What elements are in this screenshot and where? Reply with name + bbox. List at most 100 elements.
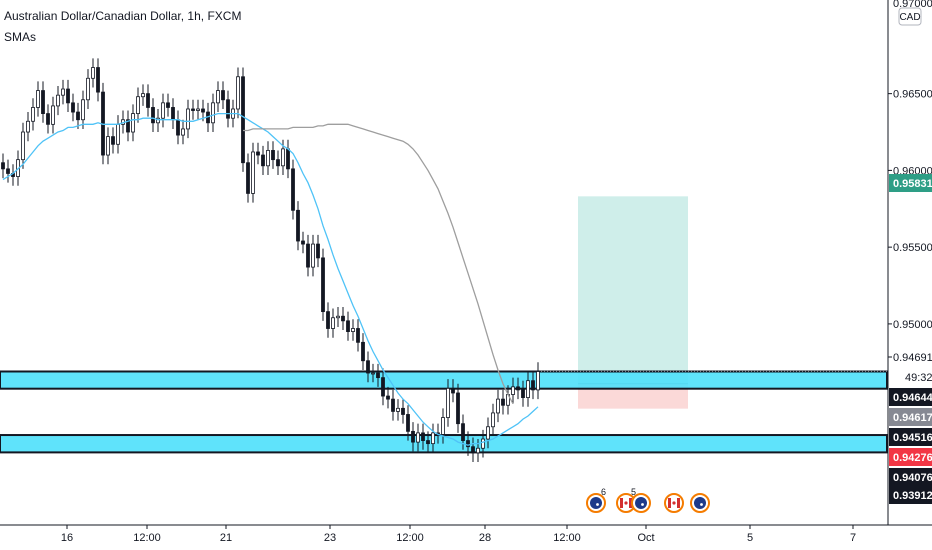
bar-countdown-label: 49:32 bbox=[905, 372, 932, 384]
candle-body bbox=[306, 243, 310, 268]
price-badge-label: 0.94644 bbox=[893, 392, 932, 404]
australia-flag-icon-star bbox=[596, 503, 599, 506]
candle-body bbox=[446, 387, 450, 418]
candle-body bbox=[211, 102, 215, 124]
candle-body bbox=[126, 119, 130, 133]
candle-body bbox=[96, 67, 100, 93]
candle-body bbox=[356, 328, 360, 343]
price-tick-label: 0.95000 bbox=[893, 319, 932, 331]
candle-body bbox=[381, 377, 385, 397]
candle-body bbox=[256, 151, 260, 156]
candle-body bbox=[51, 105, 55, 125]
candle-body bbox=[156, 117, 160, 124]
time-tick-label: Oct bbox=[637, 532, 654, 544]
candle-body bbox=[396, 407, 400, 412]
candle-body bbox=[331, 317, 335, 329]
candle-body bbox=[236, 76, 240, 110]
candle-body bbox=[346, 320, 350, 332]
canada-flag-icon-leaf bbox=[624, 501, 628, 505]
candle-body bbox=[221, 90, 225, 101]
event-count-label: 6 bbox=[601, 487, 606, 497]
candle-body bbox=[301, 240, 305, 245]
support-zone-1[interactable] bbox=[0, 370, 888, 390]
time-tick-label: 12:00 bbox=[553, 532, 581, 544]
time-tick-label: 16 bbox=[61, 532, 73, 544]
candle-body bbox=[136, 96, 140, 114]
event-count-label: 5 bbox=[631, 487, 636, 497]
candle-body bbox=[536, 371, 540, 391]
candle-body bbox=[496, 398, 500, 414]
canada-flag-icon-leaf bbox=[672, 501, 676, 505]
candle-body bbox=[326, 311, 330, 329]
candle-body bbox=[166, 102, 170, 108]
candle-body bbox=[516, 386, 520, 391]
australia-flag-icon-star bbox=[641, 503, 644, 506]
candle-body bbox=[276, 159, 280, 167]
candle-body bbox=[401, 407, 405, 415]
price-badge bbox=[889, 388, 932, 406]
time-tick-label: 23 bbox=[324, 532, 336, 544]
long-position-target-area[interactable] bbox=[578, 196, 688, 384]
price-badge-label: 0.94276 bbox=[893, 452, 932, 464]
candle-body bbox=[386, 395, 390, 400]
candle-body bbox=[511, 386, 515, 395]
sma-slow-line bbox=[243, 123, 514, 405]
candle-body bbox=[216, 90, 220, 104]
candle-body bbox=[61, 88, 65, 96]
candle-body bbox=[36, 90, 40, 108]
candle-body bbox=[141, 93, 145, 98]
candle-body bbox=[46, 113, 50, 125]
symbol-title: Australian Dollar/Canadian Dollar, 1h, F… bbox=[4, 9, 242, 23]
candle-body bbox=[181, 128, 185, 136]
candle-body bbox=[31, 107, 35, 122]
price-badge-label: 0.95831 bbox=[893, 178, 932, 190]
sma-fast-line bbox=[2, 112, 539, 446]
candle-body bbox=[481, 438, 485, 449]
candle-body bbox=[21, 131, 25, 161]
time-tick-label: 21 bbox=[220, 532, 232, 544]
price-badge bbox=[889, 428, 932, 446]
candle-body bbox=[1, 162, 5, 170]
candle-body bbox=[106, 136, 110, 156]
indicator-label[interactable]: SMAs bbox=[4, 30, 37, 44]
candle-body bbox=[421, 432, 425, 441]
candle-body bbox=[456, 392, 460, 425]
candle-body bbox=[41, 90, 45, 114]
candle-body bbox=[351, 328, 355, 332]
last-price-label: 0.94691 bbox=[893, 352, 932, 364]
candle-body bbox=[371, 372, 375, 375]
price-badge bbox=[889, 486, 932, 504]
candle-body bbox=[311, 243, 315, 268]
canada-flag-icon-band bbox=[629, 498, 632, 508]
price-tick-label: 0.95500 bbox=[893, 242, 932, 254]
candle-body bbox=[261, 154, 265, 167]
candle-body bbox=[531, 380, 535, 391]
candle-body bbox=[471, 446, 475, 454]
canada-flag-icon-band bbox=[677, 498, 680, 508]
candle-body bbox=[131, 113, 135, 133]
candle-body bbox=[146, 93, 150, 108]
candle-body bbox=[151, 107, 155, 124]
candle-body bbox=[296, 209, 300, 242]
candle-body bbox=[461, 423, 465, 441]
canada-flag-icon-band bbox=[668, 498, 671, 508]
candle-body bbox=[76, 111, 80, 121]
candle-body bbox=[271, 150, 275, 161]
time-tick-label: 28 bbox=[479, 532, 491, 544]
candle-body bbox=[161, 102, 165, 119]
time-tick-label: 12:00 bbox=[133, 532, 161, 544]
candle-body bbox=[361, 341, 365, 362]
time-tick-label: 5 bbox=[747, 532, 753, 544]
candle-body bbox=[281, 148, 285, 167]
australia-flag-icon-star bbox=[700, 503, 703, 506]
candle-body bbox=[526, 380, 530, 398]
currency-badge[interactable] bbox=[898, 7, 922, 26]
candle-body bbox=[191, 108, 195, 111]
price-tick-label: 0.96500 bbox=[893, 89, 932, 101]
candle-body bbox=[56, 94, 60, 107]
candle-body bbox=[186, 108, 190, 130]
candle-body bbox=[476, 447, 480, 454]
candle-body bbox=[6, 168, 10, 174]
australia-flag-icon-fill bbox=[635, 497, 647, 509]
